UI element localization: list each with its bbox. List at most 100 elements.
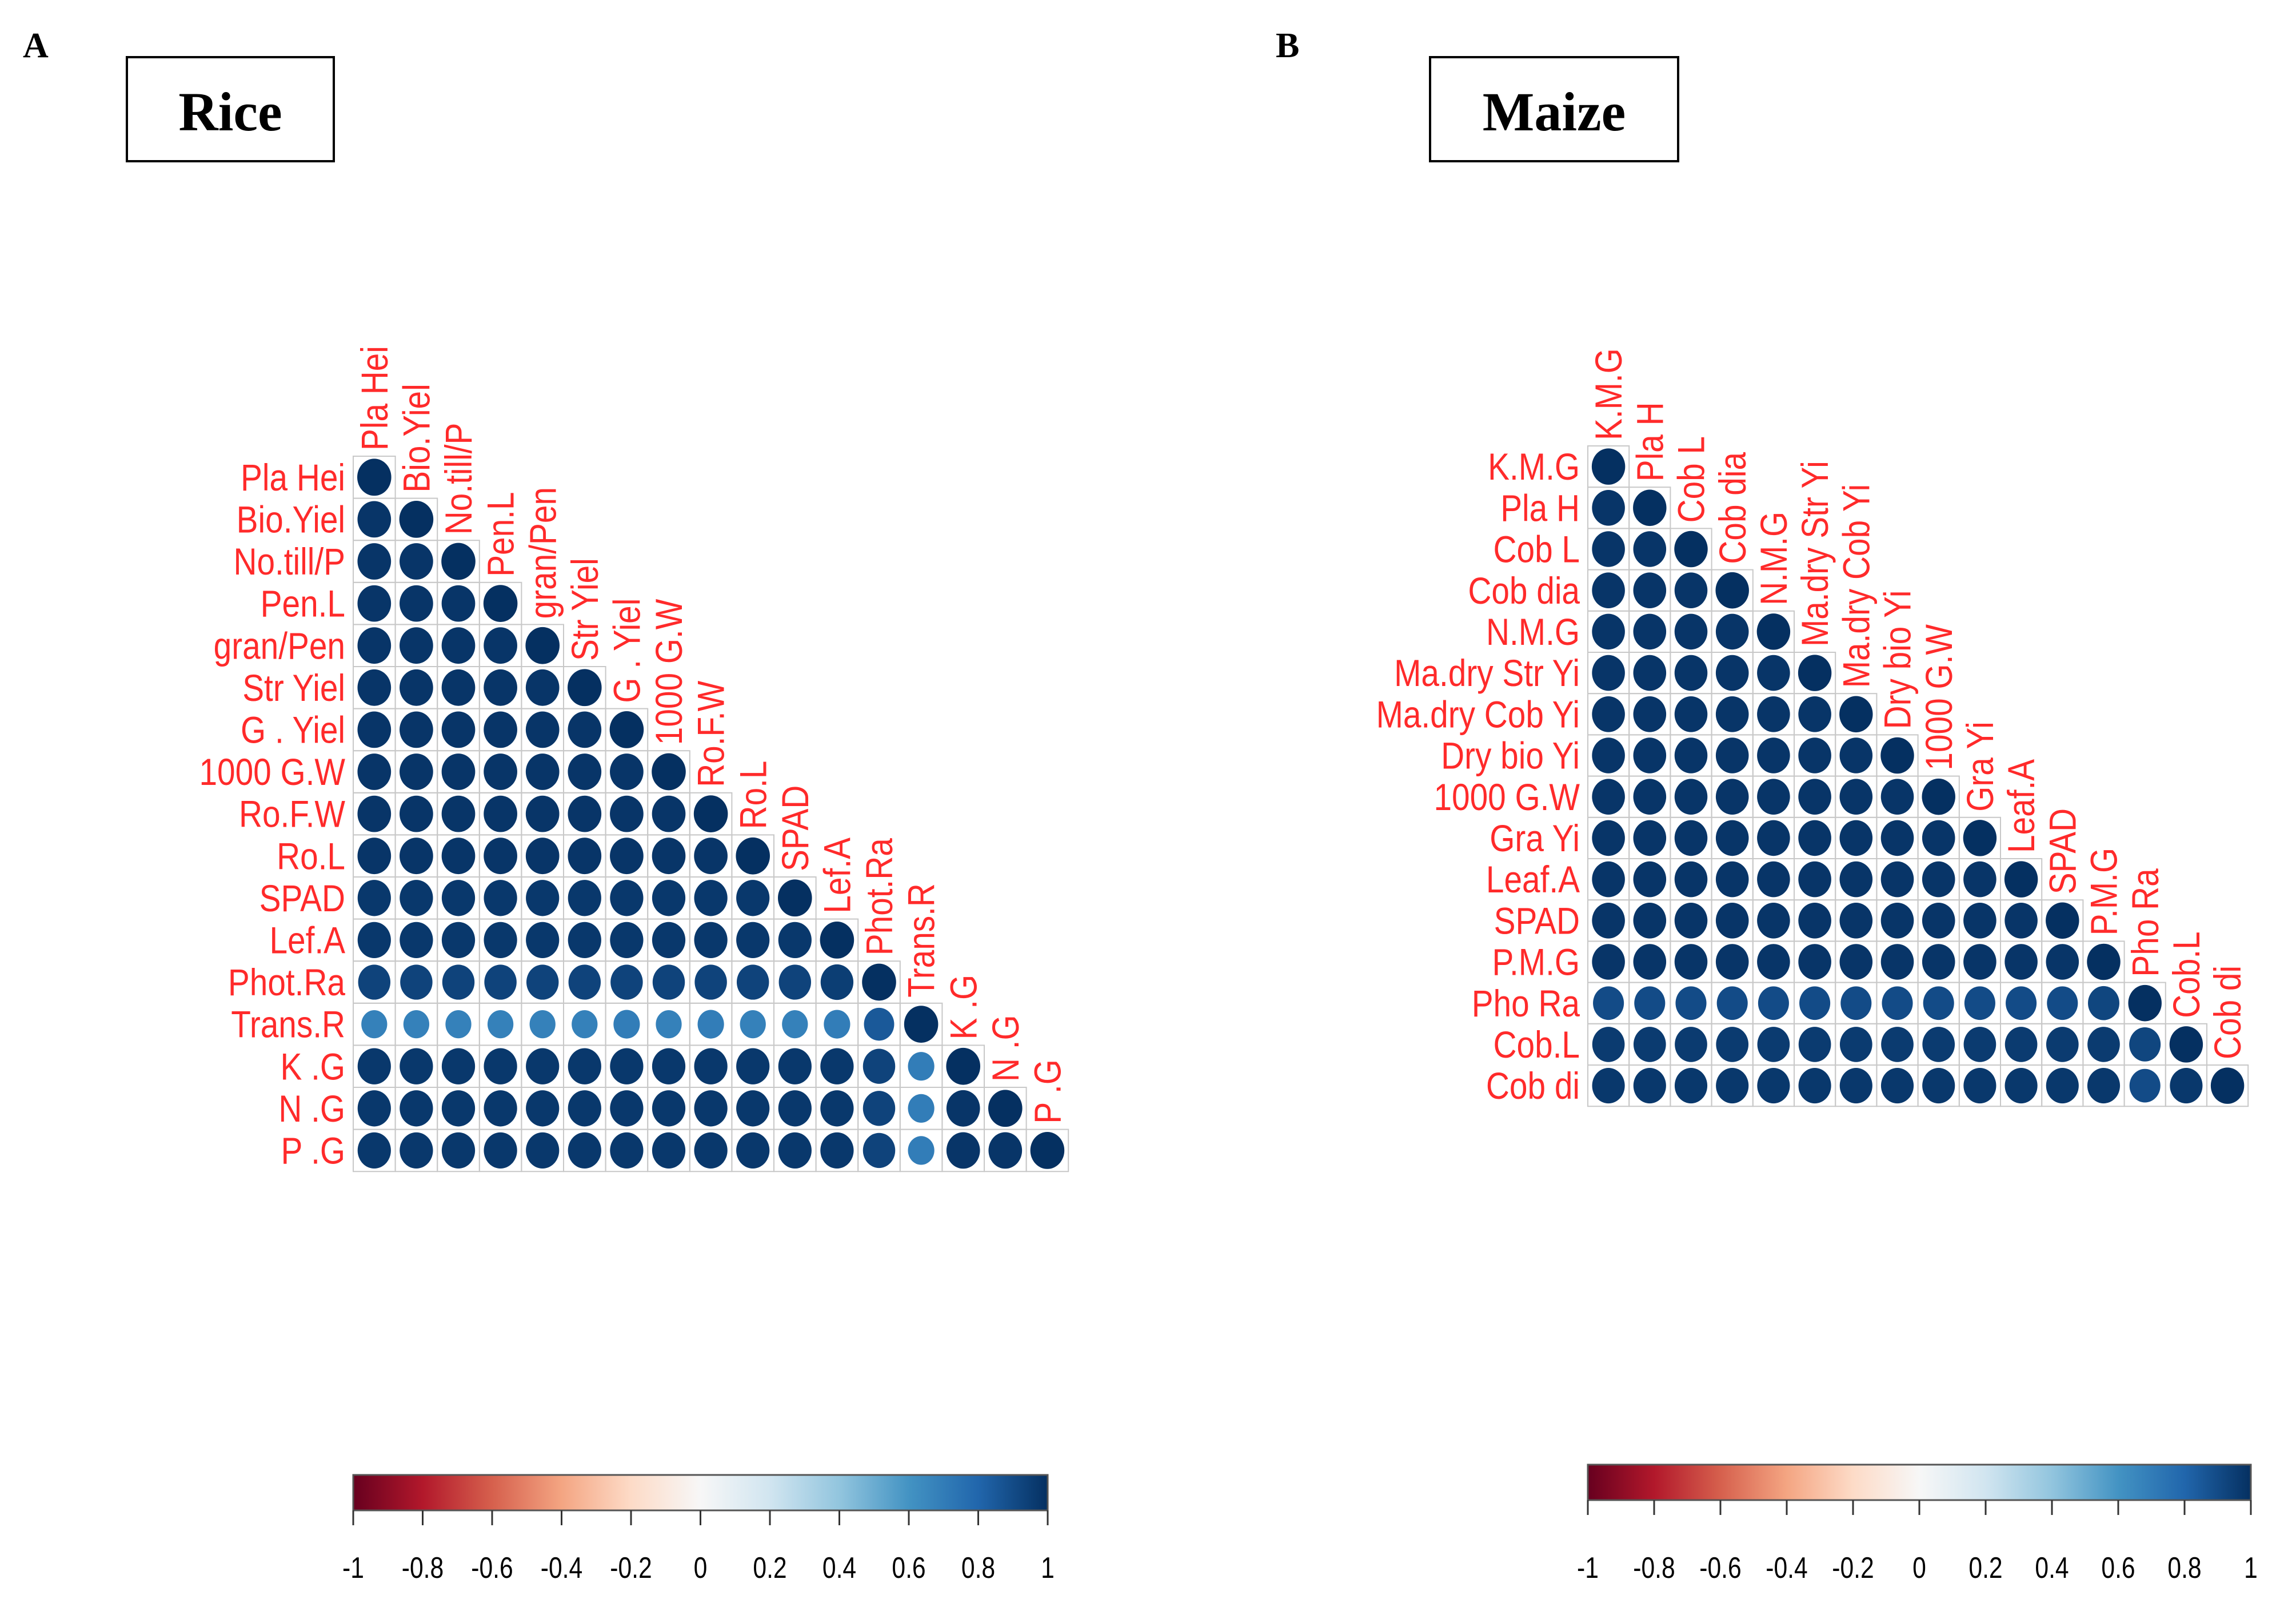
correlation-point [484, 1048, 517, 1084]
correlation-point [441, 627, 476, 664]
correlation-point [2169, 1026, 2203, 1063]
correlation-point [400, 669, 433, 706]
row-label-pho-ra: Pho Ra [1472, 983, 1580, 1025]
correlation-point [610, 964, 643, 1000]
correlation-point [2004, 903, 2038, 939]
correlation-point [568, 1048, 601, 1084]
row-label-str-yiel: Str Yiel [242, 667, 345, 709]
correlation-point [568, 964, 601, 1000]
correlation-point [1839, 737, 1873, 773]
row-label-gra-yi: Gra Yi [1490, 818, 1580, 860]
panel-letter-b: B [1276, 26, 1299, 65]
correlation-point [1839, 903, 1873, 939]
correlation-point [526, 922, 560, 959]
correlation-point [441, 795, 476, 832]
correlation-point [736, 880, 770, 916]
correlation-point [1963, 820, 1997, 856]
correlation-point [400, 711, 433, 748]
correlation-point [778, 1048, 812, 1084]
correlation-point [568, 711, 602, 748]
matrix-row-gra-yi [1587, 816, 2002, 860]
correlation-point [2129, 1068, 2161, 1103]
matrix-row-spad [353, 876, 817, 920]
matrix-row-cob-dia [1587, 569, 1754, 612]
correlation-point [1674, 655, 1708, 691]
correlation-point [1674, 696, 1708, 732]
correlation-point [609, 711, 644, 748]
correlation-point [1715, 820, 1749, 856]
title-box-rice [126, 56, 335, 162]
correlation-point [1634, 986, 1666, 1020]
correlation-point [357, 585, 392, 622]
correlation-point [1880, 779, 1914, 815]
correlation-point [656, 1010, 682, 1039]
correlation-point [568, 838, 602, 875]
col-label-gra-yi: Gra Yi [1959, 721, 2002, 812]
correlation-point [484, 669, 517, 706]
correlation-point [988, 1090, 1023, 1127]
colorbar-tick-label: -0.2 [1832, 1552, 1874, 1585]
correlation-point [694, 838, 728, 875]
correlation-point [1839, 696, 1873, 733]
correlation-point [525, 838, 560, 875]
correlation-point [442, 964, 475, 1000]
correlation-point [526, 880, 560, 916]
correlation-point [1633, 779, 1667, 815]
correlation-point [694, 1048, 728, 1084]
correlation-point [1674, 820, 1708, 856]
correlation-point [2129, 1027, 2161, 1062]
correlation-point [778, 879, 812, 917]
correlation-point [1880, 903, 1914, 939]
correlation-point [1633, 489, 1667, 527]
col-label-ro-l: Ro.L [732, 761, 774, 830]
correlation-point [1592, 903, 1625, 939]
correlation-point [1964, 986, 1995, 1020]
correlation-point [1922, 1068, 1955, 1104]
correlation-point [525, 753, 560, 790]
correlation-point [484, 964, 517, 1000]
correlation-point [1715, 696, 1749, 732]
colorbar-tick-label: 0 [694, 1552, 708, 1585]
correlation-point [1963, 1068, 1996, 1104]
correlation-point [1715, 737, 1749, 773]
correlation-point [610, 753, 644, 790]
correlation-point [1716, 986, 1748, 1020]
correlation-point [1715, 903, 1749, 939]
correlation-point [441, 543, 476, 580]
correlation-point [1880, 737, 1914, 774]
matrix-row-pla-hei [353, 456, 396, 499]
matrix-row-p-m-g [1587, 940, 2125, 983]
colorbar-maize: -1 -0.8 -0.6 -0.4 -0.2 0 0.2 0.4 0.6 0.8 1 [1577, 1464, 2258, 1585]
correlation-point [525, 669, 560, 706]
correlation-point [1592, 1027, 1625, 1062]
matrix-row-k-m-g [1587, 445, 1630, 488]
correlation-point [2087, 1068, 2121, 1104]
correlation-point [484, 838, 517, 875]
correlation-point [357, 543, 392, 580]
colorbar-tick-label: -0.6 [1699, 1552, 1741, 1585]
correlation-point [484, 627, 517, 664]
matrix-row-no-till-p [353, 540, 480, 583]
col-label-lef-a: Lef.A [817, 838, 859, 914]
correlation-point [1591, 448, 1626, 485]
correlation-point [357, 922, 391, 959]
row-label-p-m-g: P.M.G [1492, 942, 1580, 984]
correlation-point [525, 795, 560, 832]
matrix-row-lef-a [353, 918, 859, 962]
correlation-point [652, 1132, 686, 1169]
correlation-point [778, 964, 812, 1000]
correlation-point [1839, 820, 1873, 856]
correlation-point [740, 1010, 766, 1039]
correlation-point [357, 1048, 391, 1084]
correlation-point [1882, 986, 1913, 1020]
correlation-point [400, 880, 433, 916]
col-label-bio-yiel: Bio.Yiel [396, 384, 438, 492]
col-label-p-m-g: P.M.G [2083, 848, 2126, 936]
correlation-point [2046, 1068, 2079, 1104]
correlation-point [652, 880, 686, 916]
correlation-point [694, 880, 728, 916]
correlation-point [1592, 737, 1625, 773]
correlation-point [1757, 861, 1790, 898]
